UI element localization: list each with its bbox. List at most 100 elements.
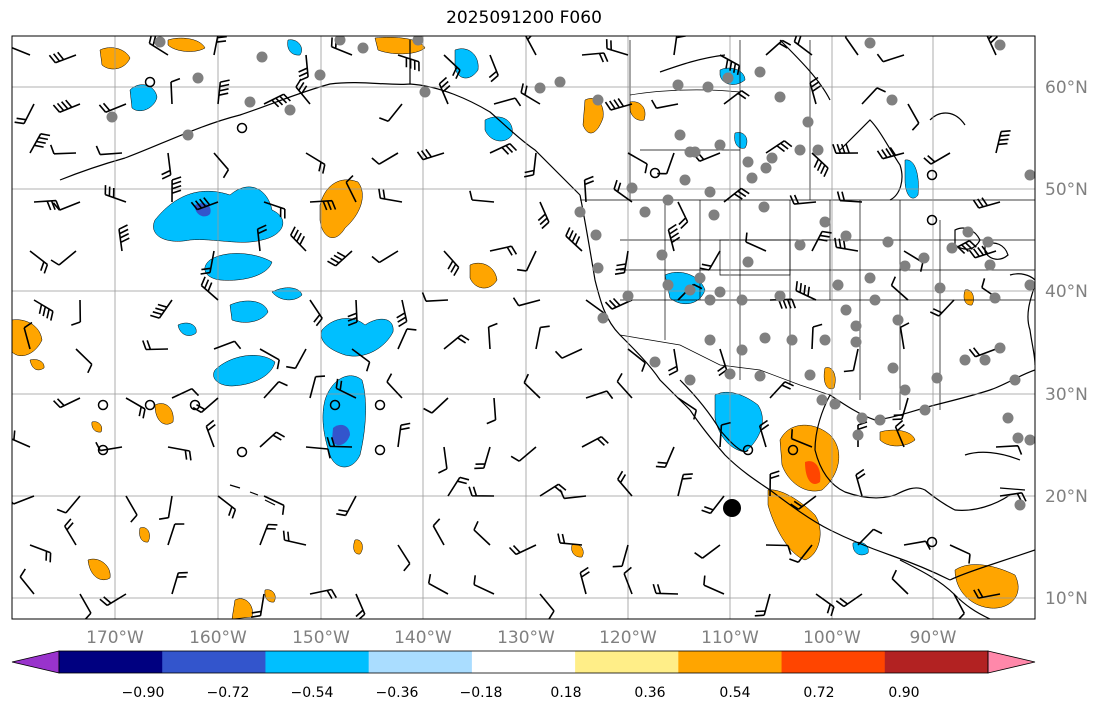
wind-barb bbox=[386, 373, 403, 399]
wind-barb bbox=[677, 473, 693, 497]
wind-barb bbox=[489, 245, 518, 256]
wind-barb bbox=[379, 103, 403, 122]
station-dot bbox=[819, 334, 831, 346]
lon-label: 150°W bbox=[292, 628, 350, 648]
wind-barb bbox=[793, 36, 813, 56]
wind-barb bbox=[167, 446, 192, 461]
colorbar-bin bbox=[471, 651, 576, 673]
wind-barb bbox=[99, 593, 127, 607]
station-dot bbox=[754, 66, 766, 78]
wind-barb bbox=[213, 152, 230, 179]
wind-barb bbox=[421, 292, 449, 302]
wind-barb bbox=[118, 224, 130, 252]
station-dot bbox=[192, 72, 204, 84]
wind-barb bbox=[345, 175, 357, 203]
wind-barb bbox=[487, 322, 498, 350]
wind-barb bbox=[33, 299, 54, 321]
station-dot bbox=[931, 372, 943, 384]
wind-barb bbox=[857, 528, 883, 546]
station-dot bbox=[334, 36, 346, 46]
wind-barb bbox=[53, 397, 81, 409]
calm-circle bbox=[926, 214, 938, 226]
station-dot bbox=[746, 172, 758, 184]
wind-barb bbox=[397, 544, 411, 572]
station-dot bbox=[1002, 412, 1014, 424]
gridlines bbox=[12, 36, 1035, 619]
wind-barb bbox=[263, 495, 285, 515]
wind-barb bbox=[309, 199, 337, 211]
wind-barb bbox=[52, 201, 81, 211]
wind-barb bbox=[892, 397, 909, 421]
wind-barb bbox=[652, 583, 679, 595]
wind-barb bbox=[605, 39, 629, 56]
calm-circle bbox=[926, 536, 938, 548]
wind-barb bbox=[192, 397, 219, 414]
wind-barb bbox=[263, 201, 286, 219]
wind-barb bbox=[554, 348, 583, 359]
station-dot bbox=[934, 282, 946, 294]
wind-barb bbox=[14, 103, 35, 125]
wind-barb bbox=[717, 348, 728, 377]
wind-barb bbox=[217, 79, 230, 105]
station-dot bbox=[919, 404, 931, 416]
wind-barb bbox=[71, 299, 82, 326]
wind-barb bbox=[371, 152, 399, 165]
colorbar-bin bbox=[162, 651, 266, 673]
wind-barb bbox=[949, 544, 971, 564]
station-dot bbox=[597, 312, 609, 324]
wind-barb bbox=[585, 390, 614, 400]
colorbar-tick-label: −0.18 bbox=[460, 685, 503, 701]
colorbar-tick-label: 0.18 bbox=[550, 685, 581, 701]
station-dot bbox=[819, 216, 831, 228]
wind-barb bbox=[148, 36, 169, 56]
wind-barb bbox=[876, 53, 905, 63]
station-dot bbox=[256, 51, 268, 63]
wind-barb bbox=[171, 571, 188, 595]
colorbar-tick-label: 0.72 bbox=[803, 685, 834, 701]
wind-barb bbox=[95, 145, 123, 156]
calm-circle bbox=[144, 399, 156, 411]
wind-barb bbox=[559, 489, 587, 500]
station-dot bbox=[886, 94, 898, 106]
wind-barb bbox=[623, 566, 633, 595]
map-title: 2025091200 F060 bbox=[446, 8, 602, 28]
wind-barb bbox=[336, 495, 357, 517]
wind-barb bbox=[604, 297, 633, 310]
station-dot bbox=[766, 152, 778, 164]
station-dot bbox=[714, 286, 726, 298]
lon-label: 130°W bbox=[497, 628, 555, 648]
wind-barb bbox=[703, 575, 725, 595]
wind-barb bbox=[469, 190, 495, 203]
wind-barb bbox=[765, 39, 792, 56]
lon-label: 120°W bbox=[599, 628, 657, 648]
colorbar-bin bbox=[781, 651, 886, 673]
station-dot bbox=[284, 104, 296, 116]
wind-barb bbox=[677, 201, 689, 229]
wind-barb bbox=[423, 397, 449, 414]
wind-barb bbox=[52, 99, 81, 113]
station-dot bbox=[812, 144, 824, 156]
station-dot bbox=[742, 156, 754, 168]
wind-barb bbox=[995, 445, 1023, 455]
station-dot bbox=[816, 394, 828, 406]
wind-barb bbox=[19, 568, 35, 595]
wind-barb bbox=[723, 187, 750, 203]
wind-barb bbox=[263, 380, 288, 399]
station-dot bbox=[959, 354, 971, 366]
wind-barb bbox=[305, 446, 331, 459]
lat-label: 10°N bbox=[1045, 589, 1088, 609]
station-dot bbox=[590, 229, 602, 241]
wind-barb bbox=[890, 276, 909, 301]
wind-barb bbox=[217, 495, 237, 519]
wind-barb bbox=[844, 36, 859, 56]
station-dot bbox=[672, 79, 684, 91]
wind-barb bbox=[263, 93, 291, 108]
wind-barb bbox=[371, 250, 399, 264]
wind-barb bbox=[142, 340, 169, 351]
station-dot bbox=[674, 129, 686, 141]
wind-barb bbox=[583, 175, 594, 203]
wind-barb bbox=[843, 348, 859, 373]
latitude-axis: 60°N 50°N 40°N 30°N 20°N 10°N bbox=[1045, 78, 1088, 609]
wind-barb bbox=[579, 566, 590, 595]
